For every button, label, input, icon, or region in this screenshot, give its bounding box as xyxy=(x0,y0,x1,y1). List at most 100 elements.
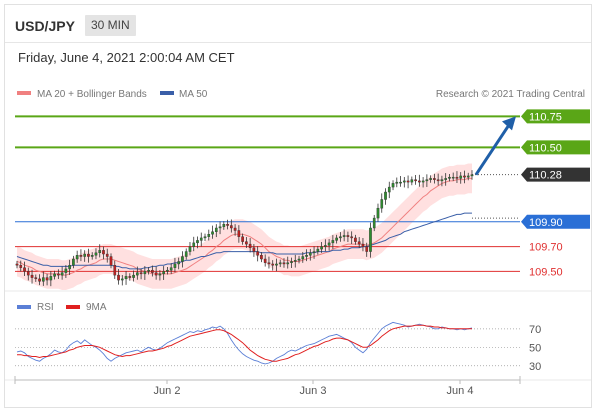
candle-body xyxy=(218,226,222,229)
candle-body xyxy=(335,237,338,241)
candle-body xyxy=(376,207,380,219)
candle-body xyxy=(15,263,19,266)
rsi-line xyxy=(16,321,473,365)
candle-body xyxy=(139,272,143,275)
candle-body xyxy=(346,235,350,237)
ma50-legend-swatch xyxy=(160,91,174,95)
candle-body xyxy=(83,253,87,257)
candle-body xyxy=(271,263,275,266)
candle-body xyxy=(391,183,395,188)
candle-body xyxy=(436,179,440,182)
candle-body xyxy=(113,265,117,276)
candle-body xyxy=(331,240,335,244)
chart-header: USD/JPY 30 MIN xyxy=(5,5,591,43)
candle-body xyxy=(384,191,387,200)
candle-body xyxy=(421,180,425,183)
candle-body xyxy=(354,237,357,242)
rsi-tick-label: 70 xyxy=(529,324,541,336)
candle-body xyxy=(312,251,316,253)
candle-body xyxy=(147,269,150,272)
candle-body xyxy=(196,240,199,244)
candle-body xyxy=(282,262,286,265)
candle-body xyxy=(75,255,79,260)
candle-body xyxy=(109,256,113,266)
ma20-legend-label: MA 20 + Bollinger Bands xyxy=(37,89,147,100)
candle-body xyxy=(418,180,421,183)
interval-selector[interactable]: 30 MIN xyxy=(85,15,136,36)
price-levels xyxy=(15,115,520,272)
candle-body xyxy=(124,276,128,280)
candle-body xyxy=(188,246,192,252)
candle-body xyxy=(241,236,244,242)
candle-body xyxy=(357,241,361,245)
rsi-tick-label: 50 xyxy=(529,342,541,354)
price-tag-109.90 xyxy=(521,214,590,229)
candle-body xyxy=(395,181,399,184)
moving-averages xyxy=(16,177,472,276)
candle-body xyxy=(470,174,474,177)
ma9-legend-swatch xyxy=(66,305,80,309)
candle-body xyxy=(350,236,353,239)
candle-body xyxy=(451,176,455,179)
candle-body xyxy=(98,250,102,254)
price-tag-label: 109.50 xyxy=(529,266,563,278)
candle-body xyxy=(414,179,417,182)
candle-body xyxy=(372,217,376,229)
candle-body xyxy=(226,224,229,226)
candle-body xyxy=(324,245,327,247)
candle-body xyxy=(252,247,256,252)
candle-body xyxy=(214,227,218,232)
candle-body xyxy=(316,248,320,252)
ma20-legend-swatch xyxy=(17,91,31,95)
candle-body xyxy=(136,272,139,276)
timestamp: Friday, June 4, 2021 2:00:04 AM CET xyxy=(18,50,235,65)
rsi-legend-label: RSI xyxy=(37,302,54,313)
candle-body xyxy=(440,179,444,182)
candle-body xyxy=(79,255,83,257)
candle-body xyxy=(34,277,38,280)
candle-body xyxy=(342,235,346,237)
candle-body xyxy=(339,236,342,239)
candle-body xyxy=(455,176,459,179)
ma20-line xyxy=(16,177,472,276)
candle-body xyxy=(192,242,196,247)
candle-body xyxy=(278,262,282,265)
candle-body xyxy=(286,262,290,265)
target-arrow-shaft xyxy=(474,122,512,176)
candle-body xyxy=(267,262,271,265)
candle-body xyxy=(380,199,384,209)
candle-body xyxy=(406,180,410,183)
price-tag-110.75 xyxy=(521,109,590,124)
candle-body xyxy=(184,251,188,257)
candle-body xyxy=(181,256,184,262)
candle-body xyxy=(169,267,173,271)
candle-body xyxy=(290,261,293,263)
rsi-legend-swatch xyxy=(17,305,31,309)
price-tag-label: 109.70 xyxy=(529,242,563,254)
candle-body xyxy=(151,269,154,273)
candle-body xyxy=(94,252,98,256)
candle-body xyxy=(425,179,429,182)
candle-body xyxy=(19,265,23,268)
price-level-labels: 110.75 110.50 110.28 109.90 109.70 109.50 xyxy=(521,109,590,278)
price-tag-label: 109.90 xyxy=(529,217,563,229)
candle-body xyxy=(87,253,90,257)
candlesticks xyxy=(15,170,474,287)
ma50-line xyxy=(16,212,472,270)
candle-body xyxy=(327,242,331,246)
candle-body xyxy=(361,243,365,247)
candle-body xyxy=(293,260,297,262)
candle-body xyxy=(49,276,53,281)
candle-body xyxy=(53,273,56,277)
candle-body xyxy=(132,274,135,278)
candle-body xyxy=(105,253,109,257)
candle-body xyxy=(256,251,259,256)
candle-body xyxy=(305,255,308,257)
candle-body xyxy=(260,255,263,260)
candle-body xyxy=(429,178,432,180)
rsi-ma9-line xyxy=(17,324,472,362)
candle-body xyxy=(245,241,248,245)
x-tick-label: Jun 4 xyxy=(447,385,474,397)
candle-body xyxy=(90,255,94,257)
